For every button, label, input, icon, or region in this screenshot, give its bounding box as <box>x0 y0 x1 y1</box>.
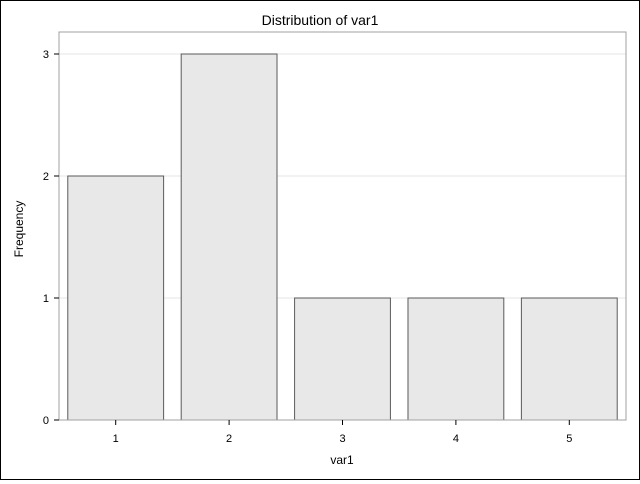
bar-2 <box>180 53 278 421</box>
x-tick-label-2: 2 <box>226 433 232 445</box>
chart-title: Distribution of var1 <box>262 12 379 28</box>
x-tick-label-1: 1 <box>113 433 119 445</box>
x-tick-label-4: 4 <box>453 433 459 445</box>
y-axis-ticks: 0 1 2 3 <box>43 49 59 427</box>
x-tick-label-3: 3 <box>339 433 345 445</box>
y-tick-label-1: 1 <box>43 293 49 305</box>
x-tick-label-5: 5 <box>566 433 572 445</box>
bar-4 <box>407 297 505 421</box>
x-axis-label: var1 <box>330 453 354 467</box>
bar-1 <box>67 175 165 421</box>
x-axis-ticks: 1 2 3 4 5 <box>113 420 572 445</box>
y-axis-label: Frequency <box>12 201 26 258</box>
y-tick-label-2: 2 <box>43 171 49 183</box>
bar-5 <box>520 297 618 421</box>
bars <box>67 53 618 421</box>
y-tick-label-3: 3 <box>43 49 49 61</box>
y-tick-label-0: 0 <box>43 415 49 427</box>
bar-3 <box>294 297 391 421</box>
